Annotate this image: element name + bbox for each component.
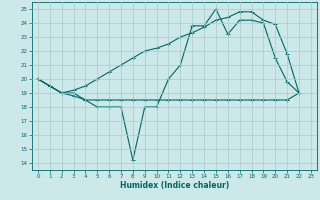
X-axis label: Humidex (Indice chaleur): Humidex (Indice chaleur): [120, 181, 229, 190]
